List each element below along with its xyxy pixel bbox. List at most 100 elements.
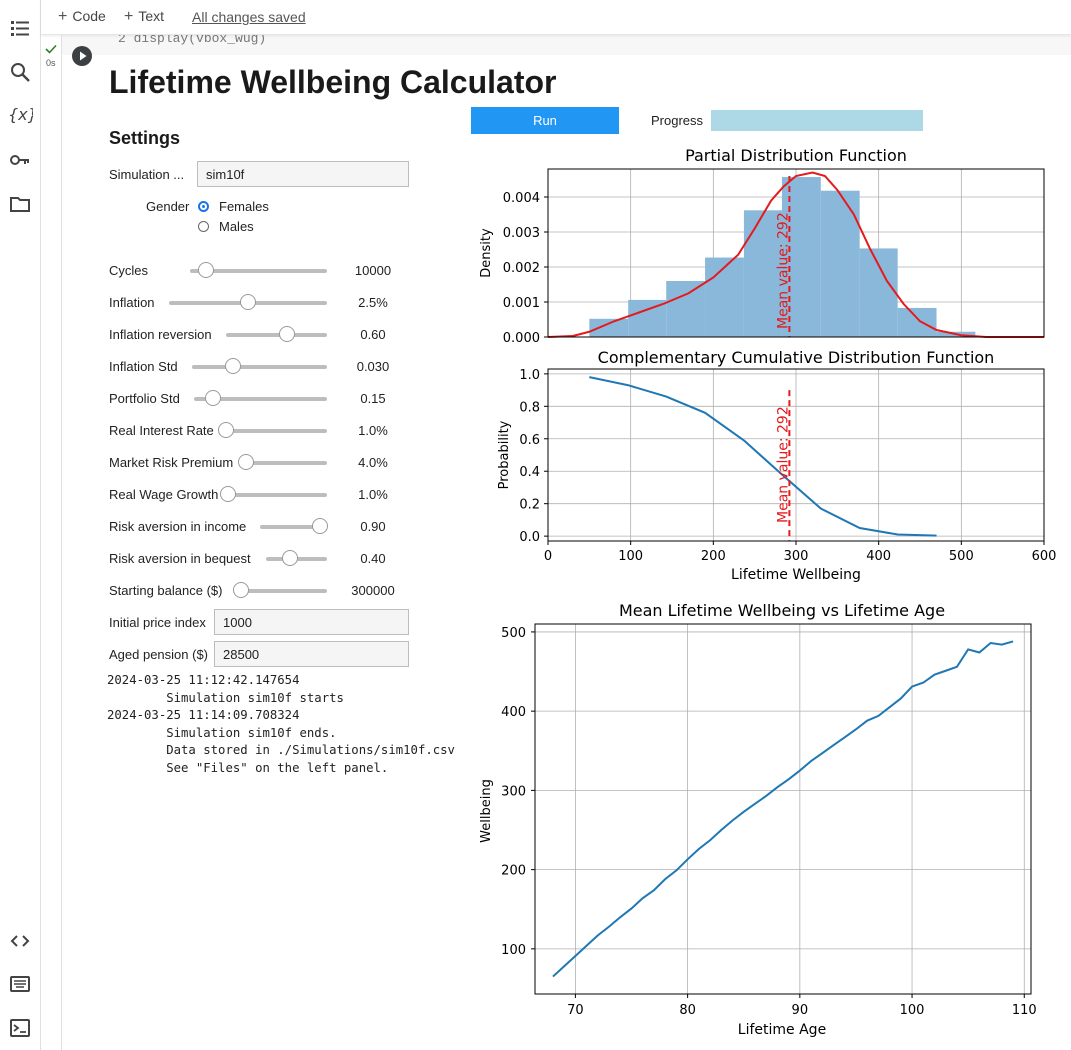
plus-icon: + xyxy=(124,8,134,25)
slider-thumb[interactable] xyxy=(204,390,221,406)
slider-value: 4.0% xyxy=(358,455,388,470)
search-icon[interactable] xyxy=(9,61,31,83)
slider-track[interactable] xyxy=(226,333,327,337)
run-button[interactable]: Run xyxy=(471,107,619,134)
gender-option-label: Males xyxy=(219,219,254,234)
mean-label: Mean value: 292 xyxy=(775,212,791,329)
x-tick-label: 70 xyxy=(567,1003,584,1018)
y-tick-label: 0.002 xyxy=(503,261,540,276)
x-tick-label: 80 xyxy=(679,1003,696,1018)
slider-thumb[interactable] xyxy=(198,262,215,278)
slider-label: Risk aversion in income xyxy=(109,519,247,534)
plot-frame xyxy=(547,168,1045,338)
y-tick-label: 0.001 xyxy=(503,296,540,311)
save-status-link[interactable]: All changes saved xyxy=(192,9,306,25)
slider-value: 300000 xyxy=(351,583,395,598)
y-tick-label: 300 xyxy=(501,784,526,799)
slider-value: 10000 xyxy=(354,263,392,278)
settings-heading: Settings xyxy=(109,128,181,148)
y-tick-label: 0.6 xyxy=(519,433,540,448)
slider-thumb[interactable] xyxy=(312,518,329,534)
slider-thumb[interactable] xyxy=(220,486,237,502)
terminal-icon[interactable] xyxy=(9,1017,31,1039)
slider-value: 0.40 xyxy=(360,551,386,566)
x-tick-label: 100 xyxy=(900,1003,925,1018)
svg-text:{x}: {x} xyxy=(8,105,33,124)
slider-track[interactable] xyxy=(244,461,327,465)
secrets-key-icon[interactable] xyxy=(9,149,31,171)
x-axis-label: Lifetime Age xyxy=(738,1022,826,1038)
x-tick-label: 400 xyxy=(866,549,891,564)
command-palette-icon[interactable] xyxy=(9,973,31,995)
cell-gutter: 0s xyxy=(41,35,61,1050)
initial-price-index-input[interactable]: 1000 xyxy=(214,609,409,635)
slider-track[interactable] xyxy=(224,429,327,433)
slider-track[interactable] xyxy=(192,365,327,369)
slider-label: Inflation xyxy=(109,295,155,310)
simulation-name-input[interactable]: sim10f xyxy=(197,161,409,187)
x-axis-label: Lifetime Wellbeing xyxy=(731,567,861,583)
kde-line xyxy=(547,171,1044,338)
slider-track[interactable] xyxy=(194,397,327,401)
add-code-label: Code xyxy=(72,8,106,24)
y-axis-label: Probability xyxy=(497,420,512,489)
gender-option-label: Females xyxy=(219,199,269,214)
slider-thumb[interactable] xyxy=(282,550,299,566)
slider-track[interactable] xyxy=(236,589,327,593)
toc-icon[interactable] xyxy=(9,17,31,39)
slider-thumb[interactable] xyxy=(278,326,295,342)
slider-value: 0.90 xyxy=(360,519,386,534)
chart-title: Partial Distribution Function xyxy=(685,146,907,165)
slider-track[interactable] xyxy=(190,269,327,273)
x-tick-label: 90 xyxy=(792,1003,809,1018)
play-icon xyxy=(80,51,87,61)
add-code-cell-button[interactable]: + Code xyxy=(58,8,106,26)
gender-label: Gender xyxy=(146,199,190,214)
slider-thumb[interactable] xyxy=(237,454,254,470)
progress-fill xyxy=(711,110,923,131)
code-snippets-icon[interactable] xyxy=(9,930,31,952)
y-tick-label: 0.8 xyxy=(519,400,540,415)
slider-value: 1.0% xyxy=(358,487,388,502)
slider-label: Portfolio Std xyxy=(109,391,180,406)
variables-icon[interactable]: {x} xyxy=(7,104,33,126)
x-tick-label: 300 xyxy=(784,549,809,564)
y-tick-label: 0.004 xyxy=(503,191,540,206)
slider-thumb[interactable] xyxy=(240,294,256,310)
slider-label: Inflation reversion xyxy=(109,327,212,342)
progress-bar xyxy=(711,110,923,131)
y-tick-label: 0.0 xyxy=(519,530,540,545)
simulation-log: 2024-03-25 11:12:42.147654 Simulation si… xyxy=(107,673,455,775)
slider-track[interactable] xyxy=(226,493,327,497)
radio-males[interactable] xyxy=(198,221,209,232)
initial-price-index-label: Initial price index xyxy=(109,615,206,630)
x-tick-label: 600 xyxy=(1032,549,1057,564)
folder-icon[interactable] xyxy=(9,193,31,215)
radio-females[interactable] xyxy=(198,201,209,212)
y-axis-label: Density xyxy=(479,228,494,278)
mean-label: Mean value: 292 xyxy=(775,406,791,523)
slider-label: Cycles xyxy=(109,263,149,278)
slider-value: 0.030 xyxy=(356,359,390,374)
slider-value: 0.15 xyxy=(360,391,386,406)
add-text-cell-button[interactable]: + Text xyxy=(124,8,164,26)
slider-thumb[interactable] xyxy=(224,358,241,374)
slider-thumb[interactable] xyxy=(232,582,249,598)
slider-track[interactable] xyxy=(260,525,327,529)
left-icon-rail: {x} xyxy=(0,0,41,1050)
plot-frame xyxy=(534,623,1032,995)
aged-pension-input[interactable]: 28500 xyxy=(214,641,409,667)
chart-title: Complementary Cumulative Distribution Fu… xyxy=(598,348,995,367)
cell-border xyxy=(61,35,62,1050)
run-cell-button[interactable] xyxy=(72,46,92,66)
slider-label: Real Interest Rate xyxy=(109,423,214,438)
y-tick-label: 400 xyxy=(501,705,526,720)
y-tick-label: 500 xyxy=(501,626,526,641)
slider-thumb[interactable] xyxy=(218,422,235,438)
x-tick-label: 110 xyxy=(1012,1003,1037,1018)
y-tick-label: 0.2 xyxy=(519,498,540,513)
y-tick-label: 1.0 xyxy=(519,368,540,383)
slider-label: Inflation Std xyxy=(109,359,178,374)
slider-value: 2.5% xyxy=(358,295,388,310)
